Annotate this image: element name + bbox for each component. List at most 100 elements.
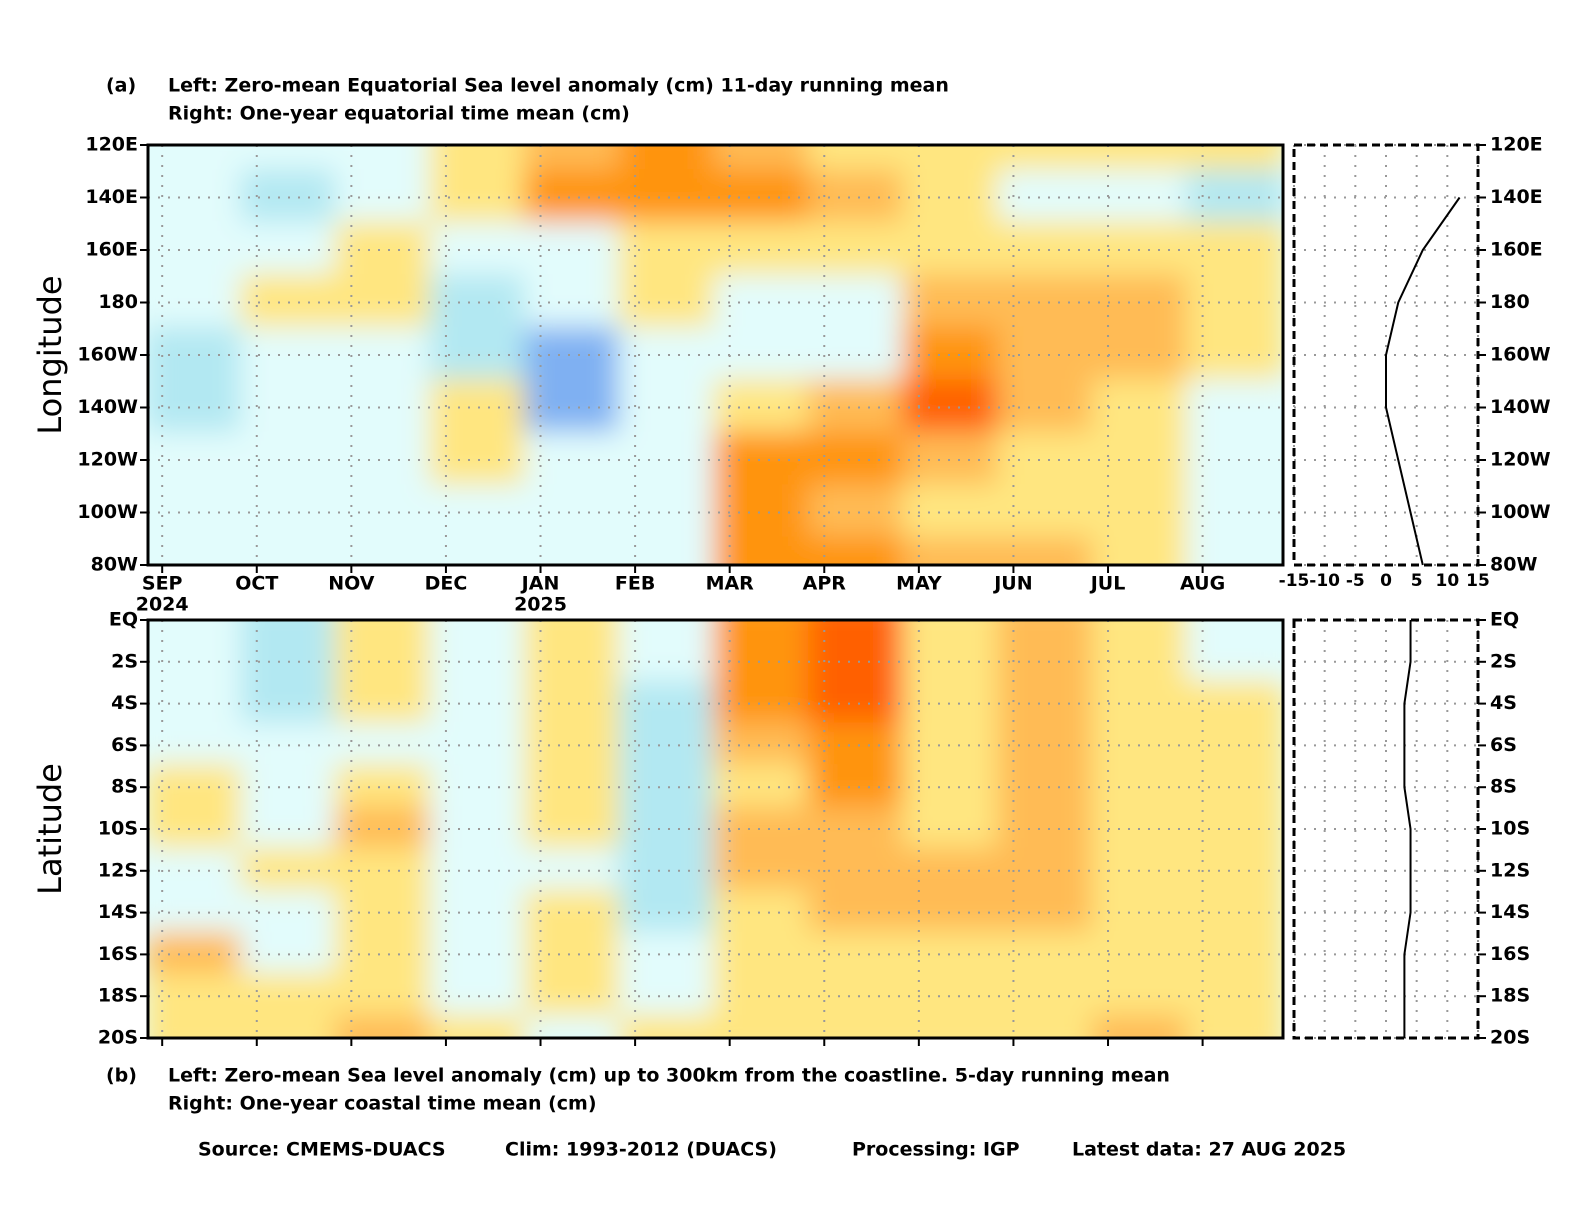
heatmap-cell xyxy=(902,847,1002,894)
heatmap-cell xyxy=(429,1015,529,1038)
heatmap-cell xyxy=(1186,722,1283,769)
heatmap-cell xyxy=(618,620,718,643)
heatmap-cell xyxy=(1091,764,1191,811)
year-label: 2024 xyxy=(136,594,189,616)
x-tick-label: SEP xyxy=(142,573,183,595)
heatmap-cell xyxy=(997,847,1096,894)
y-tick-label: 16S xyxy=(98,943,138,965)
x-tick-label: JUN xyxy=(992,573,1032,595)
heatmap-cell xyxy=(997,764,1096,811)
heatmap-cell xyxy=(1091,536,1191,565)
heatmap-cell xyxy=(902,973,1002,1020)
heatmap-cell xyxy=(1186,931,1283,978)
y-tick-label: 140E xyxy=(1490,186,1543,208)
heatmap-cell xyxy=(902,680,1002,727)
heatmap-cell xyxy=(524,931,623,978)
heatmap-cell xyxy=(808,169,907,226)
heatmap-cell xyxy=(1091,847,1191,894)
x-tick-label: -10 xyxy=(1309,571,1340,591)
x-tick-label: 10 xyxy=(1435,571,1459,591)
heatmap-cell xyxy=(997,889,1096,936)
y-tick-label: 100W xyxy=(1490,501,1551,523)
heatmap-cell xyxy=(997,484,1096,541)
heatmap-cell xyxy=(148,145,245,174)
y-tick-label: 140E xyxy=(85,186,138,208)
heatmap-cell xyxy=(902,722,1002,769)
heatmap-cell xyxy=(808,931,907,978)
heatmap-cell xyxy=(524,889,623,936)
heatmap-cell xyxy=(148,620,245,643)
heatmap-cell xyxy=(240,620,340,643)
footer-item: Clim: 1993-2012 (DUACS) xyxy=(505,1139,777,1161)
x-tick-label: NOV xyxy=(328,573,375,595)
x-tick-label: -15 xyxy=(1279,571,1310,591)
heatmap-cell xyxy=(997,431,1096,489)
x-tick-label: DEC xyxy=(425,573,468,595)
x-tick-label: 0 xyxy=(1380,571,1392,591)
heatmap-cell xyxy=(1186,620,1283,643)
heatmap-cell xyxy=(1091,379,1191,436)
heatmap-cell xyxy=(1186,169,1283,226)
heatmap-cell xyxy=(1186,973,1283,1020)
y-tick-label: 160W xyxy=(1490,344,1551,366)
heatmap-cell xyxy=(429,145,529,174)
heatmap-cell xyxy=(524,484,623,541)
heatmap-cells xyxy=(148,145,1283,565)
y-tick-label: EQ xyxy=(109,609,138,631)
heatmap-cell xyxy=(902,536,1002,565)
heatmap-cell xyxy=(808,722,907,769)
heatmap-cell xyxy=(1091,973,1191,1020)
heatmap-cell xyxy=(429,536,529,565)
heatmap-cell xyxy=(148,1015,245,1038)
heatmap-cell xyxy=(1186,431,1283,489)
heatmap-cell xyxy=(808,221,907,279)
heatmap-cell xyxy=(524,680,623,727)
heatmap-cell xyxy=(713,145,813,174)
subtitle: Right: One-year equatorial time mean (cm… xyxy=(168,103,630,125)
y-tick-label: 20S xyxy=(1490,1027,1530,1049)
heatmap-cell xyxy=(808,764,907,811)
heatmap-cell xyxy=(524,274,623,331)
heatmap-cell xyxy=(1091,431,1191,489)
heatmap-cell xyxy=(1186,221,1283,279)
heatmap-cell xyxy=(618,536,718,565)
heatmap-cell xyxy=(997,931,1096,978)
y-tick-label: 14S xyxy=(1490,901,1530,923)
y-tick-label: 120W xyxy=(1490,449,1551,471)
heatmap-cell xyxy=(335,620,434,643)
y-tick-label: 80W xyxy=(1490,554,1537,576)
panel-label: (a) xyxy=(106,75,136,97)
y-tick-label: 10S xyxy=(98,818,138,840)
heatmap-cell xyxy=(1186,680,1283,727)
heatmap-cell xyxy=(808,326,907,384)
heatmap-cell xyxy=(1091,620,1191,643)
y-tick-label: 18S xyxy=(98,985,138,1007)
y-tick-label: 180 xyxy=(1490,291,1530,313)
heatmap-cell xyxy=(902,145,1002,174)
heatmap-cell xyxy=(997,221,1096,279)
year-label: 2025 xyxy=(514,594,567,616)
y-tick-label: 80W xyxy=(91,554,138,576)
y-tick-label: 140W xyxy=(77,396,138,418)
heatmap-cell xyxy=(1186,536,1283,565)
heatmap-cell xyxy=(335,680,434,727)
heatmap-cell xyxy=(713,1015,813,1038)
heatmap-cell xyxy=(524,536,623,565)
heatmap-cell xyxy=(148,536,245,565)
heatmap-cell xyxy=(808,431,907,489)
y-tick-label: 2S xyxy=(1490,650,1517,672)
y-tick-label: 160E xyxy=(85,239,138,261)
heatmap-cell xyxy=(1186,326,1283,384)
heatmap-cell xyxy=(997,169,1096,226)
heatmap-cell xyxy=(808,680,907,727)
heatmap-cell xyxy=(997,620,1096,643)
y-tick-label: 100W xyxy=(77,501,138,523)
y-tick-label: 6S xyxy=(1490,734,1517,756)
x-tick-label: JUL xyxy=(1089,573,1126,595)
heatmap-cell xyxy=(1186,764,1283,811)
heatmap-cell xyxy=(524,145,623,174)
heatmap-cell xyxy=(713,620,813,643)
heatmap-cell xyxy=(997,722,1096,769)
heatmap-cell xyxy=(997,274,1096,331)
